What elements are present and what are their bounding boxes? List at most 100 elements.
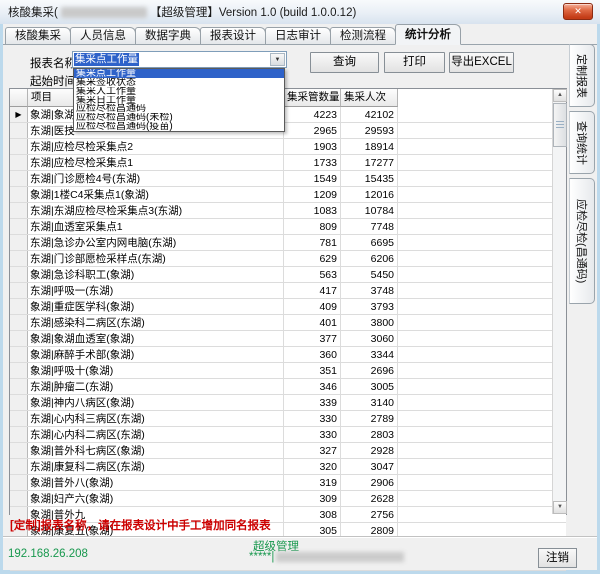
print-button[interactable]: 打印 [384, 52, 445, 73]
table-row[interactable]: 象湖|妇产六(象湖) 309 2628 [10, 491, 566, 507]
report-name-combobox[interactable]: 集采点工作量 ▼ [72, 51, 287, 68]
table-row[interactable]: 象湖|象湖血透室(象湖) 377 3060 [10, 331, 566, 347]
row-project-name: 象湖|急诊科职工(象湖) [28, 267, 284, 282]
tab-item[interactable]: 核酸集采 [5, 27, 71, 44]
row-tube-count: 629 [284, 251, 341, 266]
table-row[interactable]: 东湖|急诊办公室内网电脑(东湖) 781 6695 [10, 235, 566, 251]
row-project-name: 东湖|感染科二病区(东湖) [28, 315, 284, 330]
combo-dropdown-button[interactable]: ▼ [270, 53, 285, 66]
table-row[interactable]: 象湖|神内八病区(象湖) 339 3140 [10, 395, 566, 411]
row-person-count: 42102 [341, 107, 398, 122]
row-indicator [10, 347, 28, 362]
row-project-name: 象湖|普外八(象湖) [28, 475, 284, 490]
query-button[interactable]: 查询 [310, 52, 379, 73]
vertical-scrollbar[interactable]: ▲ ▼ [552, 89, 567, 514]
row-tube-count: 330 [284, 427, 341, 442]
tab-item[interactable]: 检测流程 [330, 27, 396, 44]
dropdown-option[interactable]: 应检尽检昌通码(未检) [76, 113, 173, 123]
scroll-up-button[interactable]: ▲ [553, 89, 567, 102]
row-tube-count: 346 [284, 379, 341, 394]
table-row[interactable]: 象湖|普外八(象湖) 319 2906 [10, 475, 566, 491]
table-row[interactable]: 象湖|1楼C4采集点1(象湖) 1209 12016 [10, 187, 566, 203]
table-row[interactable]: 象湖|急诊科职工(象湖) 563 5450 [10, 267, 566, 283]
row-tube-count: 1083 [284, 203, 341, 218]
table-row[interactable]: 东湖|门诊部愿检采样点(东湖) 629 6206 [10, 251, 566, 267]
row-tube-count: 305 [284, 523, 341, 538]
row-indicator [10, 187, 28, 202]
dropdown-option[interactable]: 集采点工作量 [74, 69, 284, 78]
table-row[interactable]: 东湖|呼吸一(东湖) 417 3748 [10, 283, 566, 299]
side-tab-label: 查询统计 [575, 120, 587, 165]
table-row[interactable]: 东湖|肿瘤二(东湖) 346 3005 [10, 379, 566, 395]
row-person-count: 18914 [341, 139, 398, 154]
table-row[interactable]: 象湖|麻醉手术部(象湖) 360 3344 [10, 347, 566, 363]
row-person-count: 2906 [341, 475, 398, 490]
column-header-person-count[interactable]: 集采人次 [341, 89, 398, 107]
table-row[interactable]: 东湖|血透室采集点1 809 7748 [10, 219, 566, 235]
table-row[interactable]: 东湖|门诊愿检4号(东湖) 1549 15435 [10, 171, 566, 187]
close-button[interactable]: ✕ [563, 3, 593, 20]
row-indicator [10, 459, 28, 474]
row-indicator [10, 507, 28, 522]
row-tube-count: 401 [284, 315, 341, 330]
row-indicator [10, 379, 28, 394]
row-tube-count: 360 [284, 347, 341, 362]
indicator-column-header [10, 89, 28, 107]
row-indicator [10, 267, 28, 282]
side-tab[interactable]: 定制报表 [569, 44, 595, 107]
row-project-name: 象湖|呼吸十(象湖) [28, 363, 284, 378]
row-project-name: 东湖|门诊部愿检采样点(东湖) [28, 251, 284, 266]
row-person-count: 3005 [341, 379, 398, 394]
row-tube-count: 1903 [284, 139, 341, 154]
tab-item[interactable]: 统计分析 [395, 24, 461, 45]
row-person-count: 3344 [341, 347, 398, 362]
tab-item[interactable]: 报表设计 [200, 27, 266, 44]
column-header-tube-count[interactable]: 集采管数量 [284, 89, 341, 107]
table-row[interactable]: 象湖|普外科七病区(象湖) 327 2928 [10, 443, 566, 459]
table-row[interactable]: 象湖|重症医学科(象湖) 409 3793 [10, 299, 566, 315]
table-row[interactable]: 东湖|东湖应检尽检采集点3(东湖) 1083 10784 [10, 203, 566, 219]
row-person-count: 3047 [341, 459, 398, 474]
row-project-name: 东湖|康复科二病区(东湖) [28, 459, 284, 474]
row-project-name: 东湖|门诊愿检4号(东湖) [28, 171, 284, 186]
scroll-down-button[interactable]: ▼ [553, 501, 567, 514]
scrollbar-thumb[interactable] [553, 103, 567, 147]
row-indicator [10, 475, 28, 490]
export-excel-button[interactable]: 导出EXCEL [449, 52, 514, 73]
server-ip: 192.168.26.208 [8, 548, 88, 560]
logout-button[interactable]: 注销 [538, 548, 577, 568]
side-tab[interactable]: 查询统计 [569, 111, 595, 174]
table-row[interactable]: 东湖|心内科二病区(东湖) 330 2803 [10, 427, 566, 443]
table-row[interactable]: 东湖|应检尽检采集点1 1733 17277 [10, 155, 566, 171]
window-title-prefix: 核酸集采( [8, 7, 58, 19]
row-indicator [10, 155, 28, 170]
row-tube-count: 319 [284, 475, 341, 490]
tab-item[interactable]: 人员信息 [70, 27, 136, 44]
row-tube-count: 339 [284, 395, 341, 410]
row-project-name: 象湖|1楼C4采集点1(象湖) [28, 187, 284, 202]
row-person-count: 2809 [341, 523, 398, 538]
tab-item[interactable]: 数据字典 [135, 27, 201, 44]
main-tab-bar: 核酸集采 人员信息 数据字典 报表设计 日志审计 检测流程 统计分析 [3, 24, 597, 45]
table-row[interactable]: 象湖|呼吸十(象湖) 351 2696 [10, 363, 566, 379]
table-row[interactable]: 东湖|感染科二病区(东湖) 401 3800 [10, 315, 566, 331]
table-row[interactable]: 东湖|康复科二病区(东湖) 320 3047 [10, 459, 566, 475]
table-row[interactable]: 东湖|心内科三病区(东湖) 330 2789 [10, 411, 566, 427]
table-row[interactable]: 东湖|应检尽检采集点2 1903 18914 [10, 139, 566, 155]
dropdown-option[interactable]: 集采日工作量 [76, 95, 136, 105]
dropdown-option[interactable]: 应检尽检昌通码(疫苗) [76, 122, 173, 132]
row-project-name: 象湖|普外科七病区(象湖) [28, 443, 284, 458]
tab-item[interactable]: 日志审计 [265, 27, 331, 44]
dropdown-option[interactable]: 集采签收状态 [76, 77, 136, 87]
custom-report-notice: [定制]报表名称，请在报表设计中手工增加同名报表 [10, 520, 271, 532]
row-project-name: 东湖|东湖应检尽检采集点3(东湖) [28, 203, 284, 218]
row-project-name: 象湖|麻醉手术部(象湖) [28, 347, 284, 362]
dropdown-option[interactable]: 集采人工作量 [76, 86, 136, 96]
row-indicator [10, 427, 28, 442]
row-person-count: 3060 [341, 331, 398, 346]
table-row[interactable]: 象湖|普外九 308 2756 [10, 507, 566, 523]
masked-password: *****| [249, 551, 275, 563]
combobox-selected-value: 集采点工作量 [74, 53, 139, 66]
side-tab[interactable]: 应检尽检(昌通码) [569, 178, 595, 304]
dropdown-option[interactable]: 应检尽检昌通码 [76, 104, 146, 114]
